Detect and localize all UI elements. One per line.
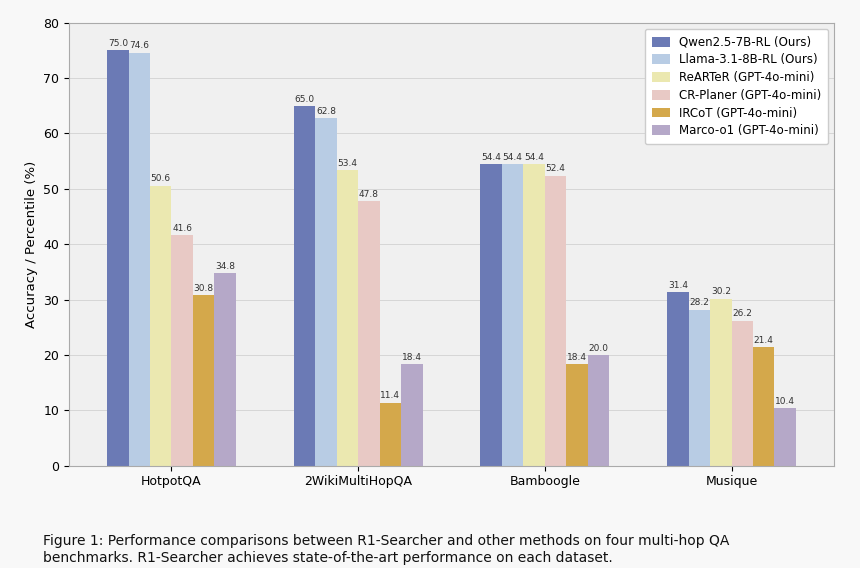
Bar <box>108 51 128 466</box>
Bar <box>667 292 689 466</box>
Text: 30.2: 30.2 <box>711 287 731 296</box>
Bar <box>753 347 775 466</box>
Text: 54.4: 54.4 <box>524 153 544 162</box>
Bar <box>401 364 422 466</box>
Bar <box>337 170 358 466</box>
Bar <box>689 310 710 466</box>
Text: 31.4: 31.4 <box>668 281 688 290</box>
Bar <box>502 165 524 466</box>
Text: 30.8: 30.8 <box>194 284 214 293</box>
Bar <box>545 176 567 466</box>
Bar <box>214 273 236 466</box>
Text: 20.0: 20.0 <box>588 344 609 353</box>
Text: 62.8: 62.8 <box>316 107 336 116</box>
Text: benchmarks. R1-Searcher achieves state-of-the-art performance on each dataset.: benchmarks. R1-Searcher achieves state-o… <box>43 551 612 565</box>
Text: 28.2: 28.2 <box>690 298 710 307</box>
Text: 18.4: 18.4 <box>402 353 421 362</box>
Bar <box>775 408 796 466</box>
Bar <box>128 53 150 466</box>
Bar <box>587 355 609 466</box>
Text: 75.0: 75.0 <box>108 39 128 48</box>
Text: 21.4: 21.4 <box>753 336 774 345</box>
Text: 65.0: 65.0 <box>294 95 315 103</box>
Bar <box>193 295 214 466</box>
Bar <box>379 403 401 466</box>
Text: 54.4: 54.4 <box>482 153 501 162</box>
Text: Figure 1: Performance comparisons between R1-Searcher and other methods on four : Figure 1: Performance comparisons betwee… <box>43 534 729 548</box>
Text: 52.4: 52.4 <box>545 164 566 173</box>
Text: 10.4: 10.4 <box>775 397 796 406</box>
Bar <box>732 321 753 466</box>
Bar <box>710 299 732 466</box>
Bar <box>566 364 587 466</box>
Bar <box>316 118 337 466</box>
Text: 54.4: 54.4 <box>503 153 523 162</box>
Bar <box>171 235 193 466</box>
Text: 26.2: 26.2 <box>733 310 752 319</box>
Text: 74.6: 74.6 <box>129 41 150 51</box>
Text: 50.6: 50.6 <box>150 174 171 183</box>
Legend: Qwen2.5-7B-RL (Ours), Llama-3.1-8B-RL (Ours), ReARTeR (GPT-4o-mini), CR-Planer (: Qwen2.5-7B-RL (Ours), Llama-3.1-8B-RL (O… <box>645 28 828 144</box>
Bar <box>358 201 379 466</box>
Bar <box>150 186 171 466</box>
Text: 34.8: 34.8 <box>215 262 235 271</box>
Text: 11.4: 11.4 <box>380 391 401 400</box>
Bar <box>481 165 502 466</box>
Text: 53.4: 53.4 <box>337 159 358 168</box>
Y-axis label: Accuracy / Percentile (%): Accuracy / Percentile (%) <box>25 161 38 328</box>
Text: 47.8: 47.8 <box>359 190 379 199</box>
Text: 41.6: 41.6 <box>172 224 192 233</box>
Bar <box>294 106 316 466</box>
Text: 18.4: 18.4 <box>567 353 587 362</box>
Bar <box>524 165 545 466</box>
